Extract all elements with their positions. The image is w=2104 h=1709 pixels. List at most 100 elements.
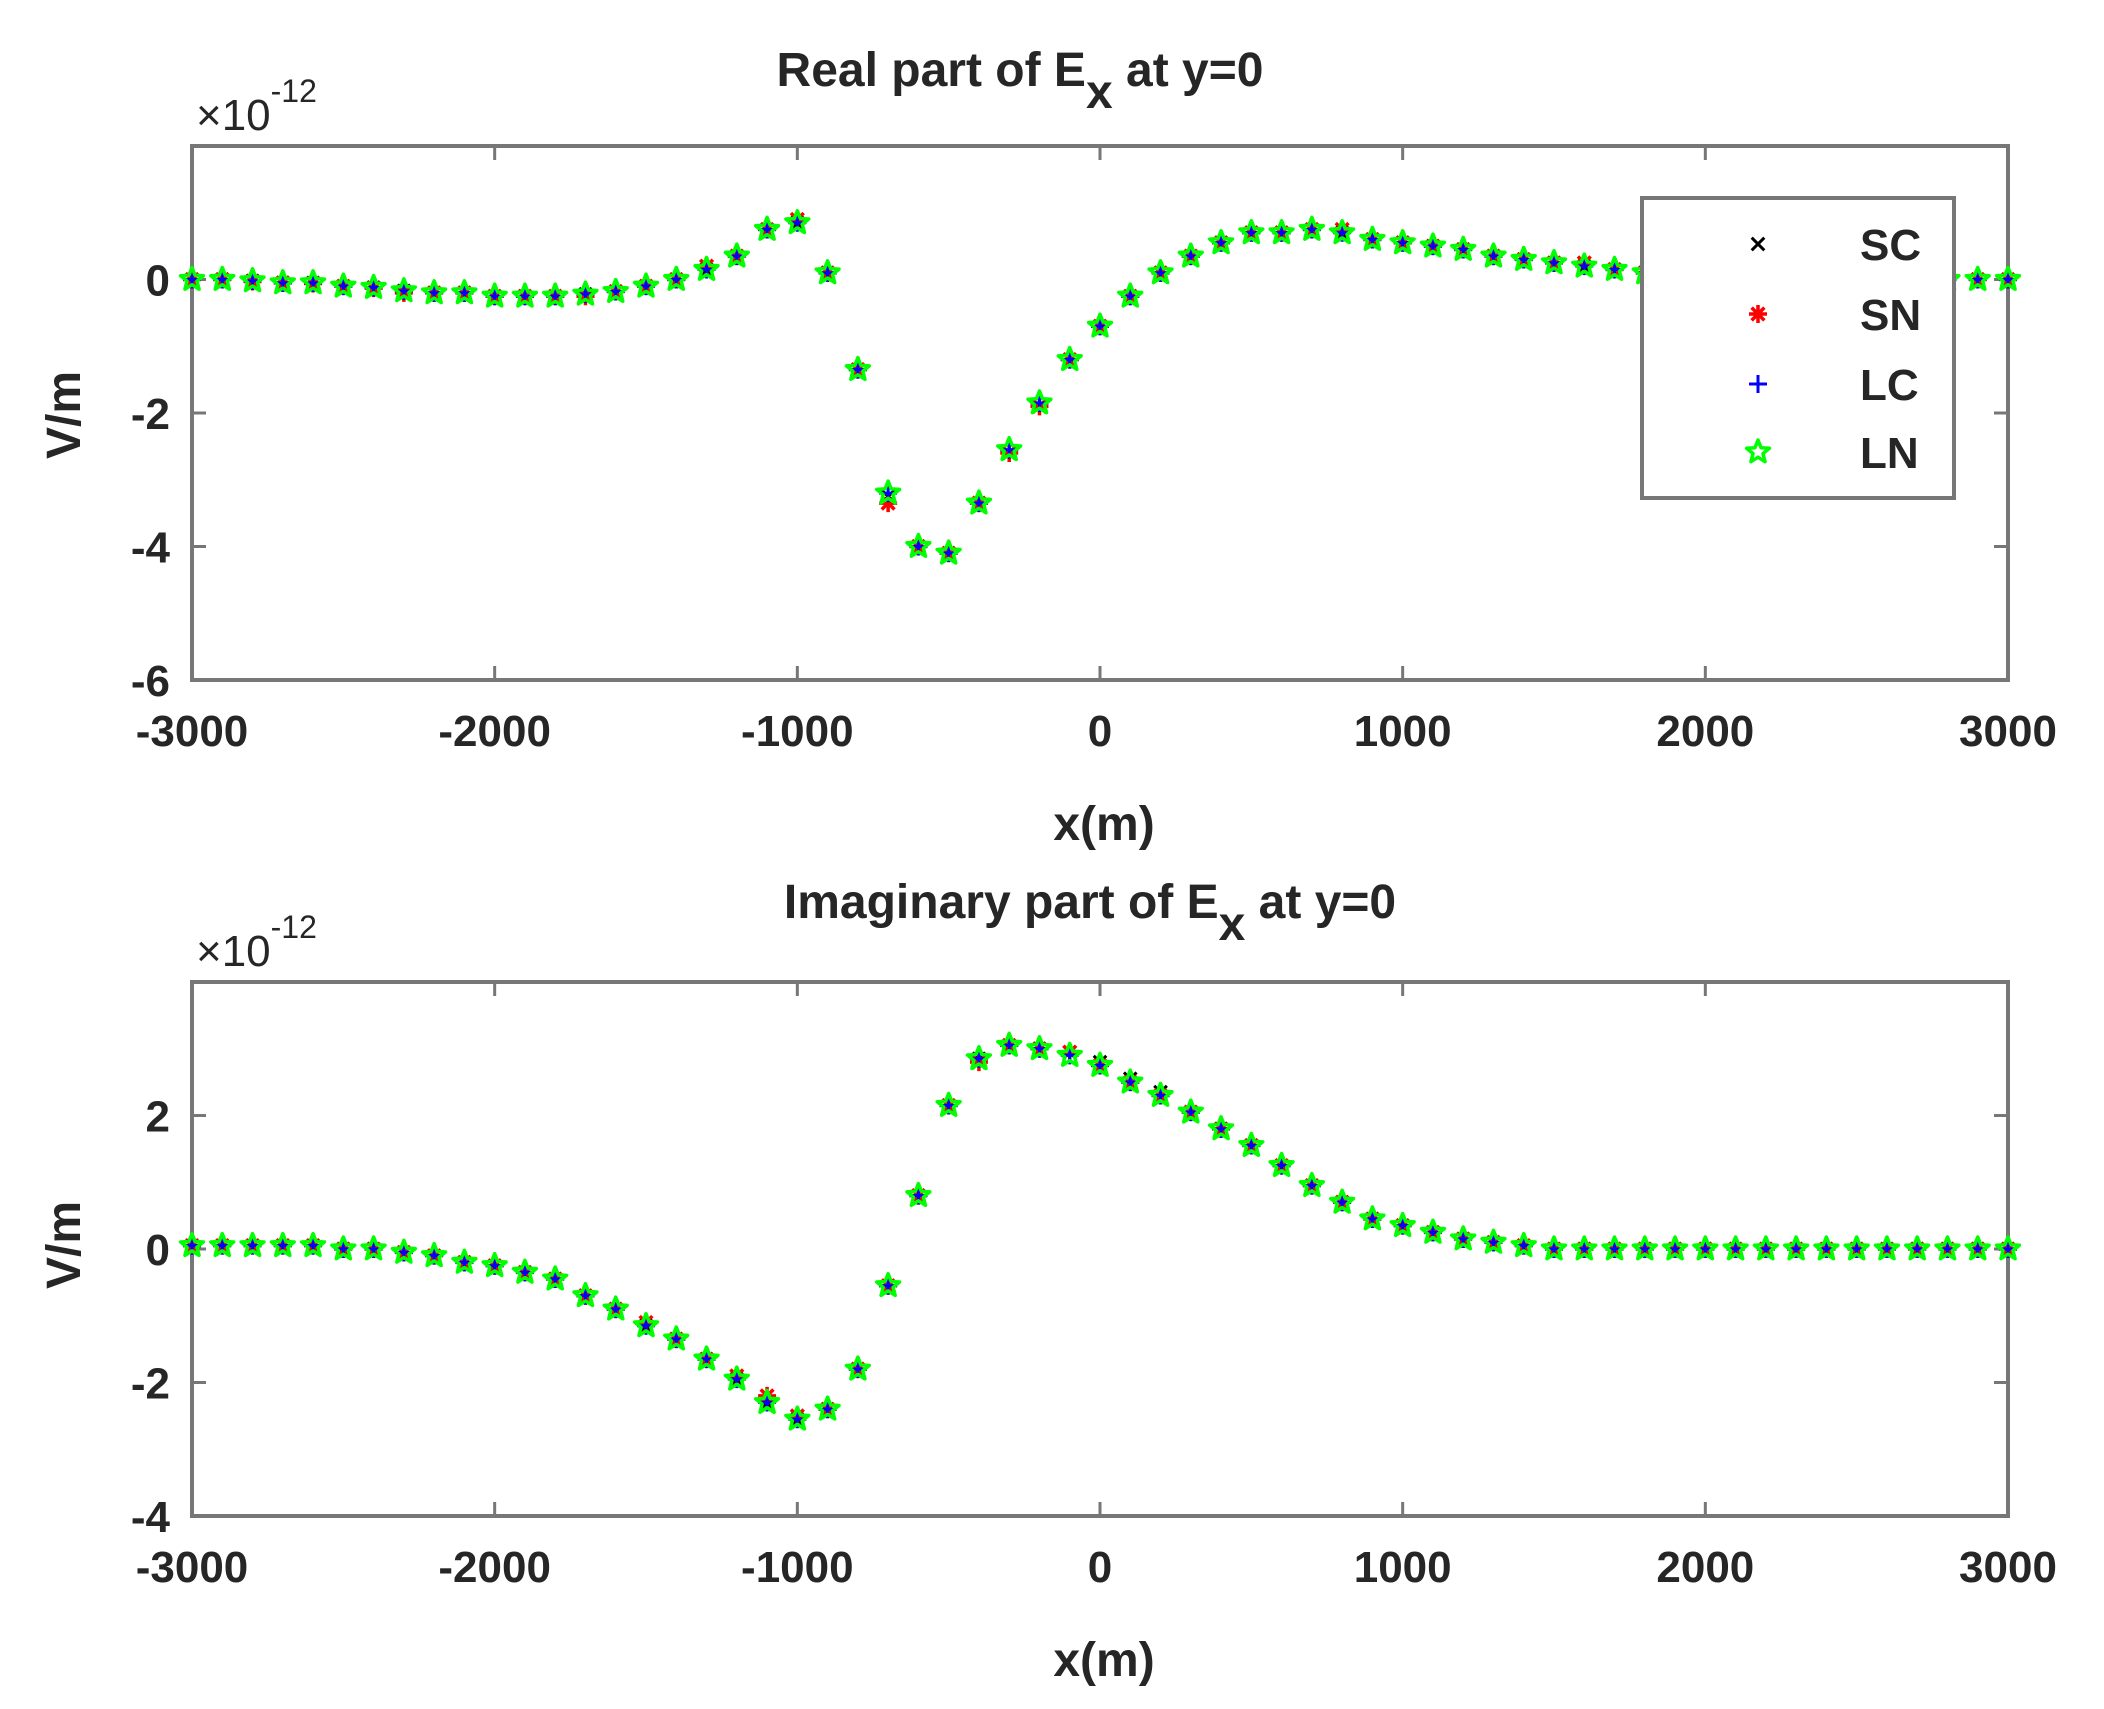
point-ln — [1177, 242, 1204, 268]
point-sn — [879, 494, 898, 513]
y-tick-label: -2 — [131, 390, 170, 439]
imaginary-part-panel: Imaginary part of Ex at y=0 ×10-12 V/m x… — [38, 876, 2057, 1687]
x-tick-label: 3000 — [1959, 707, 2057, 756]
legend-marker-ln — [1744, 438, 1772, 464]
point-ln — [602, 277, 629, 303]
point-ln — [390, 1238, 418, 1264]
point-ln — [511, 282, 539, 308]
series-ln — [178, 1031, 2022, 1431]
legend-box — [1640, 196, 1956, 500]
point-ln — [1086, 312, 1114, 338]
point-ln — [1934, 1235, 1961, 1261]
point-ln — [693, 255, 720, 281]
point-ln — [299, 269, 327, 295]
x-tick-label: 2000 — [1656, 707, 1754, 756]
y-tick-label: -2 — [131, 1360, 170, 1409]
point-ln — [1480, 242, 1507, 268]
point-ln — [1419, 1218, 1447, 1244]
point-ln — [1692, 1235, 1719, 1261]
real-part-panel: Real part of Ex at y=0 ×10-12 V/m x(m) -… — [38, 44, 2057, 851]
point-ln — [723, 242, 750, 268]
legend: SC SN LC LN — [1640, 196, 1956, 500]
point-ln — [1298, 215, 1326, 241]
legend-label-sc: SC — [1860, 221, 1921, 270]
x-tick-label: 1000 — [1354, 1543, 1452, 1592]
point-ln — [451, 279, 478, 305]
y-tick-label: -4 — [131, 1493, 171, 1542]
point-ln — [1328, 219, 1356, 245]
point-ln — [1631, 1235, 1658, 1261]
point-ln — [874, 1271, 902, 1298]
point-ln — [360, 1235, 387, 1261]
point-ln — [1873, 1235, 1901, 1261]
x-tick-label: -2000 — [438, 707, 551, 756]
x-tick-label: 3000 — [1959, 1543, 2057, 1592]
x-tick-label: 0 — [1088, 1543, 1112, 1592]
legend-label-ln: LN — [1860, 429, 1919, 478]
point-ln — [663, 265, 690, 291]
point-ln — [1601, 255, 1628, 281]
legend-symbol-ln — [1744, 438, 1772, 464]
point-ln — [632, 272, 660, 298]
point-ln — [723, 1365, 750, 1391]
point-ln — [1964, 265, 1991, 291]
point-ln — [965, 489, 993, 515]
y-tick-label: 0 — [146, 257, 170, 306]
real-part-x-axis-label: x(m) — [1053, 798, 1154, 851]
point-ln — [814, 259, 841, 285]
point-ln — [1147, 1081, 1174, 1107]
point-ln — [1964, 1235, 1991, 1261]
x-tick-label: -1000 — [741, 1543, 854, 1592]
point-ln — [1782, 1235, 1810, 1261]
x-tick-label: -1000 — [741, 707, 854, 756]
legend-symbol-lc — [1749, 375, 1767, 393]
point-ln — [1056, 345, 1083, 372]
legend-label-lc: LC — [1860, 361, 1919, 410]
point-ln — [1359, 1205, 1386, 1231]
point-ln — [572, 1281, 599, 1308]
point-ln — [602, 1295, 629, 1321]
point-ln — [1722, 1235, 1749, 1261]
point-ln — [1268, 219, 1295, 245]
point-ln — [481, 1251, 508, 1278]
imaginary-part-marks — [178, 1031, 2022, 1431]
point-ln — [1450, 1225, 1477, 1251]
legend-marker-lc — [1749, 375, 1767, 393]
legend-marker-sn — [1749, 305, 1767, 323]
point-ln — [1661, 1235, 1689, 1261]
point-ln — [178, 1231, 206, 1258]
point-ln — [1389, 1211, 1416, 1238]
point-ln — [1419, 232, 1447, 258]
point-ln — [542, 282, 569, 308]
y-tick-label: 0 — [146, 1226, 170, 1275]
real-part-ticks: -3000 -2000 -1000 0 1000 2000 3000 -6 -4 -2 0 — [131, 146, 2057, 756]
imaginary-part-title: Imaginary part of Ex at y=0 — [784, 876, 1396, 951]
point-ln — [1540, 249, 1568, 275]
point-ln — [874, 479, 902, 505]
point-ln — [905, 532, 932, 558]
legend-label-sn: SN — [1860, 291, 1921, 340]
point-ln — [814, 1395, 841, 1421]
point-ln — [1752, 1235, 1780, 1261]
point-ln — [1510, 245, 1537, 271]
point-ln — [239, 267, 266, 293]
point-ln — [844, 355, 872, 382]
point-ln — [1904, 1235, 1931, 1261]
point-ln — [1026, 1035, 1053, 1061]
point-ln — [1571, 1235, 1598, 1261]
point-ln — [693, 1345, 720, 1371]
point-ln — [1086, 1051, 1114, 1077]
point-ln — [1480, 1228, 1507, 1254]
point-ln — [1843, 1235, 1870, 1261]
legend-item-sc: SC — [1750, 221, 1921, 270]
imaginary-part-y-axis-label: V/m — [38, 1201, 91, 1289]
x-tick-label: -3000 — [136, 1543, 249, 1592]
x-tick-label: -2000 — [438, 1543, 551, 1592]
point-ln — [965, 1045, 993, 1071]
point-ln — [481, 282, 508, 308]
y-tick-label: 2 — [146, 1093, 170, 1142]
point-ln — [1994, 265, 2022, 291]
point-ln — [844, 1355, 872, 1381]
point-ln — [1056, 1041, 1083, 1067]
point-ln — [1994, 1235, 2022, 1261]
